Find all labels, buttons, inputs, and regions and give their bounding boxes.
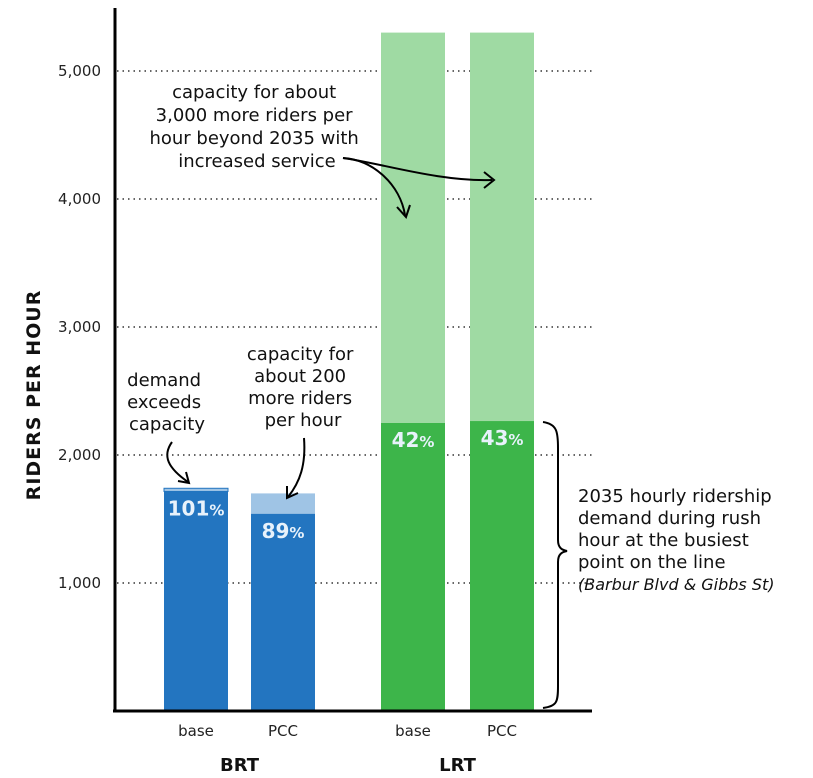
arrow-capacity-200 bbox=[287, 437, 306, 498]
annotation-demand-exceeds: demand exceeds capacity bbox=[127, 370, 207, 435]
category-label: base bbox=[395, 722, 431, 740]
y-tick-labels: 1,000 2,000 3,000 4,000 5,000 bbox=[58, 62, 101, 592]
y-tick-label: 3,000 bbox=[58, 318, 101, 336]
arrow-demand-exceeds bbox=[166, 441, 189, 483]
arrowhead-capacity-3000-pcc bbox=[483, 171, 496, 189]
group-label: LRT bbox=[439, 755, 477, 776]
y-tick-label: 1,000 bbox=[58, 574, 101, 592]
bars: 101% 89% 42% 43% bbox=[163, 32, 534, 712]
arrowhead-capacity-200 bbox=[286, 486, 299, 500]
capacity-outline bbox=[163, 487, 229, 492]
category-label: base bbox=[178, 722, 214, 740]
bar-brt-pcc: 89% bbox=[251, 493, 315, 711]
bar-brt-base: 101% bbox=[163, 487, 229, 711]
percent-label: 42% bbox=[392, 428, 435, 452]
arrowhead-demand-exceeds bbox=[177, 471, 191, 485]
annotation-brace-note: 2035 hourly ridership demand during rush… bbox=[578, 486, 777, 573]
demand-bar bbox=[470, 421, 534, 711]
y-axis-label: RIDERS PER HOUR bbox=[23, 290, 45, 501]
annotation-capacity-200: capacity for about 200 more riders per h… bbox=[247, 344, 359, 431]
y-tick-label: 5,000 bbox=[58, 62, 101, 80]
annotation-brace-note-italic: (Barbur Blvd & Gibbs St) bbox=[578, 575, 775, 594]
category-labels: base PCC base PCC bbox=[178, 722, 517, 740]
percent-label: 89% bbox=[262, 519, 305, 543]
bar-lrt-pcc: 43% bbox=[470, 32, 534, 712]
category-label: PCC bbox=[487, 722, 517, 740]
bar-lrt-base: 42% bbox=[381, 32, 445, 712]
gridlines bbox=[117, 70, 592, 584]
category-label: PCC bbox=[268, 722, 298, 740]
arrowhead-capacity-3000-base bbox=[396, 204, 411, 219]
brace bbox=[542, 421, 568, 709]
annotation-capacity-3000: capacity for about 3,000 more riders per… bbox=[149, 82, 364, 172]
y-tick-label: 2,000 bbox=[58, 446, 101, 464]
group-labels: BRT LRT bbox=[220, 755, 477, 776]
demand-bar bbox=[251, 513, 315, 711]
demand-bar bbox=[164, 491, 228, 711]
y-tick-label: 4,000 bbox=[58, 190, 101, 208]
percent-label: 43% bbox=[481, 426, 524, 450]
arrow-capacity-3000-to-pcc bbox=[342, 157, 493, 182]
percent-label: 101% bbox=[168, 496, 225, 520]
group-label: BRT bbox=[220, 755, 260, 776]
demand-bar bbox=[381, 423, 445, 711]
